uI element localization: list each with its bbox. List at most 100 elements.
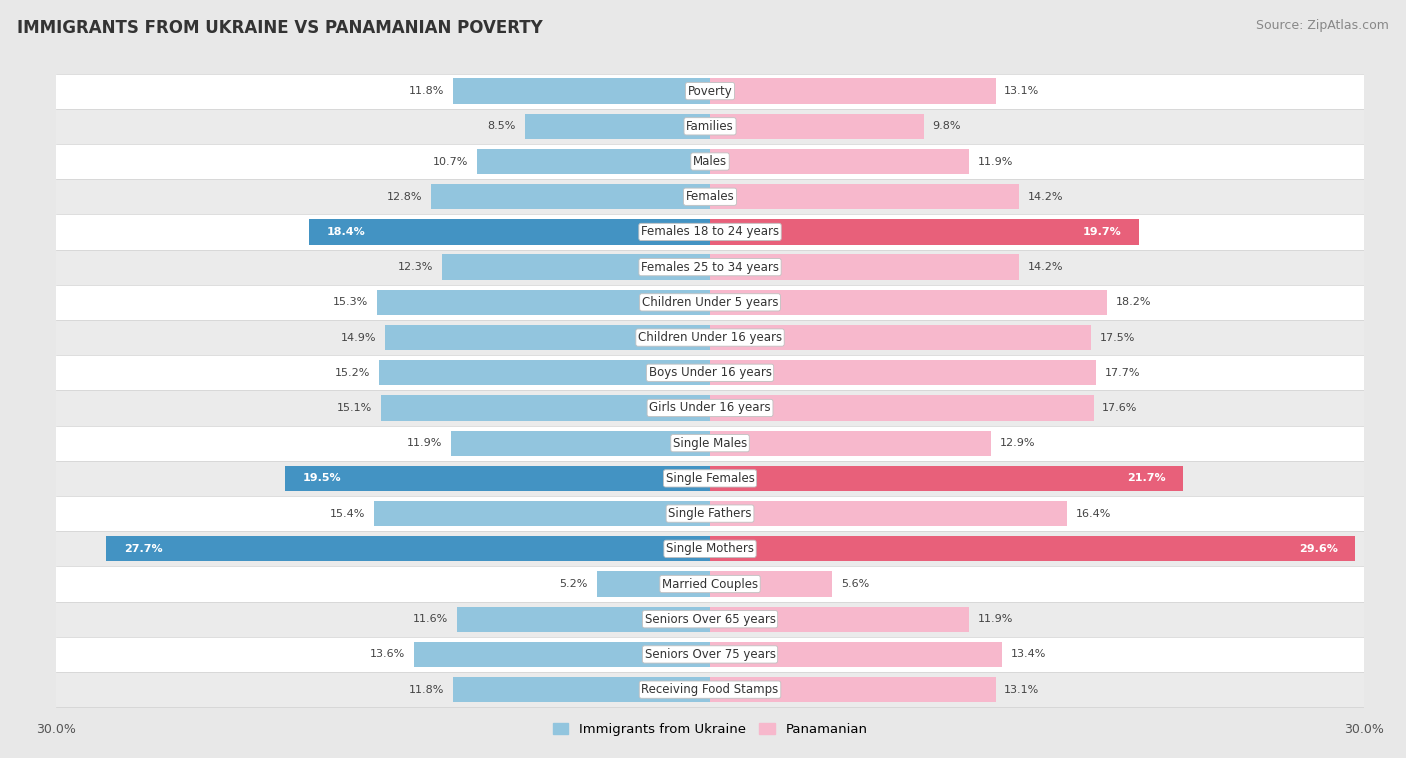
Text: Seniors Over 75 years: Seniors Over 75 years <box>644 648 776 661</box>
Text: 14.9%: 14.9% <box>342 333 377 343</box>
Text: IMMIGRANTS FROM UKRAINE VS PANAMANIAN POVERTY: IMMIGRANTS FROM UKRAINE VS PANAMANIAN PO… <box>17 19 543 37</box>
Text: 19.7%: 19.7% <box>1083 227 1122 237</box>
Bar <box>596 572 710 597</box>
Text: 11.6%: 11.6% <box>413 614 449 625</box>
Text: Children Under 16 years: Children Under 16 years <box>638 331 782 344</box>
Text: 15.2%: 15.2% <box>335 368 370 377</box>
Text: Girls Under 16 years: Girls Under 16 years <box>650 402 770 415</box>
Bar <box>710 219 1139 245</box>
Text: Females 25 to 34 years: Females 25 to 34 years <box>641 261 779 274</box>
Text: 13.4%: 13.4% <box>1011 650 1046 659</box>
Text: 11.8%: 11.8% <box>409 86 444 96</box>
Bar <box>13 425 1406 461</box>
Text: Single Mothers: Single Mothers <box>666 542 754 556</box>
Text: 12.9%: 12.9% <box>1000 438 1035 448</box>
Bar <box>710 465 1182 491</box>
Bar <box>457 606 710 632</box>
Text: 16.4%: 16.4% <box>1076 509 1112 518</box>
Bar <box>710 184 1019 209</box>
Text: 27.7%: 27.7% <box>124 543 163 554</box>
Bar <box>453 78 710 104</box>
Legend: Immigrants from Ukraine, Panamanian: Immigrants from Ukraine, Panamanian <box>547 718 873 741</box>
Bar <box>710 536 1355 562</box>
Bar <box>13 496 1406 531</box>
Text: 12.8%: 12.8% <box>387 192 422 202</box>
Bar <box>413 642 710 667</box>
Bar <box>710 396 1094 421</box>
Text: 10.7%: 10.7% <box>433 156 468 167</box>
Text: 15.4%: 15.4% <box>330 509 366 518</box>
Text: 18.4%: 18.4% <box>326 227 366 237</box>
Bar <box>710 501 1067 526</box>
Bar <box>710 325 1091 350</box>
Text: Poverty: Poverty <box>688 85 733 98</box>
Bar <box>441 255 710 280</box>
Text: 17.7%: 17.7% <box>1105 368 1140 377</box>
Bar <box>710 149 969 174</box>
Text: 17.6%: 17.6% <box>1102 403 1137 413</box>
Bar <box>710 677 995 703</box>
Bar <box>453 677 710 703</box>
Bar <box>710 606 969 632</box>
Bar <box>13 320 1406 356</box>
Bar <box>385 325 710 350</box>
Bar <box>451 431 710 456</box>
Bar <box>377 290 710 315</box>
Bar <box>13 461 1406 496</box>
Text: Source: ZipAtlas.com: Source: ZipAtlas.com <box>1256 19 1389 32</box>
Bar <box>710 290 1107 315</box>
Bar <box>710 360 1095 385</box>
Text: 17.5%: 17.5% <box>1099 333 1136 343</box>
Bar <box>13 390 1406 425</box>
Text: 21.7%: 21.7% <box>1126 474 1166 484</box>
Bar <box>710 114 924 139</box>
Bar <box>13 215 1406 249</box>
Bar <box>285 465 710 491</box>
Text: 12.3%: 12.3% <box>398 262 433 272</box>
Bar <box>378 360 710 385</box>
Bar <box>13 672 1406 707</box>
Text: 11.9%: 11.9% <box>979 614 1014 625</box>
Text: Single Females: Single Females <box>665 472 755 485</box>
Text: 5.2%: 5.2% <box>560 579 588 589</box>
Bar <box>13 179 1406 215</box>
Bar <box>710 255 1019 280</box>
Text: Receiving Food Stamps: Receiving Food Stamps <box>641 683 779 696</box>
Bar <box>107 536 710 562</box>
Text: 15.1%: 15.1% <box>337 403 373 413</box>
Text: 11.9%: 11.9% <box>406 438 441 448</box>
Text: 14.2%: 14.2% <box>1028 262 1064 272</box>
Text: Single Males: Single Males <box>673 437 747 449</box>
Bar <box>374 501 710 526</box>
Bar <box>13 285 1406 320</box>
Bar <box>13 566 1406 602</box>
Bar <box>710 642 1002 667</box>
Bar <box>13 602 1406 637</box>
Text: 13.6%: 13.6% <box>370 650 405 659</box>
Text: 19.5%: 19.5% <box>302 474 342 484</box>
Text: Seniors Over 65 years: Seniors Over 65 years <box>644 612 776 625</box>
Bar <box>524 114 710 139</box>
Bar <box>13 356 1406 390</box>
Bar <box>13 74 1406 108</box>
Text: Children Under 5 years: Children Under 5 years <box>641 296 779 309</box>
Text: Females 18 to 24 years: Females 18 to 24 years <box>641 225 779 239</box>
Text: Females: Females <box>686 190 734 203</box>
Bar <box>477 149 710 174</box>
Text: Single Fathers: Single Fathers <box>668 507 752 520</box>
Bar <box>381 396 710 421</box>
Bar <box>710 572 832 597</box>
Bar <box>13 108 1406 144</box>
Text: Boys Under 16 years: Boys Under 16 years <box>648 366 772 379</box>
Text: 9.8%: 9.8% <box>932 121 960 131</box>
Text: 13.1%: 13.1% <box>1004 684 1039 694</box>
Bar <box>710 78 995 104</box>
Bar <box>432 184 710 209</box>
Text: 15.3%: 15.3% <box>333 297 368 307</box>
Bar <box>13 144 1406 179</box>
Text: 29.6%: 29.6% <box>1299 543 1337 554</box>
Bar <box>13 637 1406 672</box>
Bar <box>309 219 710 245</box>
Bar <box>13 249 1406 285</box>
Text: 11.9%: 11.9% <box>979 156 1014 167</box>
